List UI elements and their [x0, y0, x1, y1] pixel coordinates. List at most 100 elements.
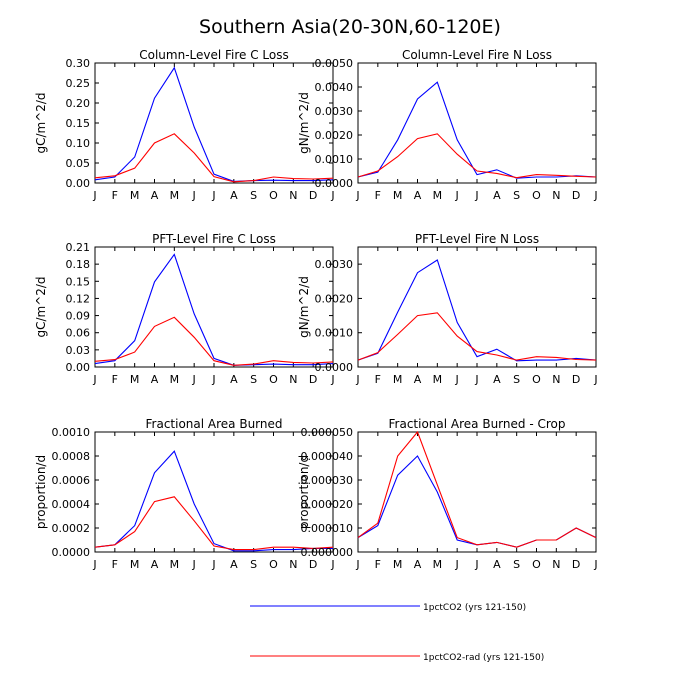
x-tick-label: J	[330, 373, 334, 386]
series-line-1pctco2-rad	[94, 496, 334, 551]
x-tick-label: A	[414, 189, 422, 202]
x-tick-label: J	[192, 558, 196, 571]
y-tick-label: 0.06	[66, 327, 91, 340]
series-line-1pctco2-rad	[94, 133, 334, 183]
y-tick-label: 0.03	[66, 344, 91, 357]
x-tick-label: J	[474, 373, 478, 386]
y-tick-label: 0.10	[66, 137, 91, 150]
y-tick-label: 0.00	[66, 177, 91, 190]
y-tick-label: 0.0002	[52, 522, 91, 535]
y-tick-label: 0.30	[66, 57, 91, 70]
y-tick-label: 0.0010	[315, 153, 354, 166]
plot-frame	[357, 431, 597, 553]
panel-title: PFT-Level Fire C Loss	[152, 232, 276, 246]
y-tick-label: 0.21	[66, 241, 91, 254]
plot-frame	[94, 62, 334, 184]
x-tick-label: A	[230, 189, 238, 202]
y-tick-label: 0.000010	[301, 522, 354, 535]
x-tick-label: N	[552, 189, 560, 202]
x-tick-label: A	[151, 558, 159, 571]
y-axis-label: proportion/d	[34, 455, 48, 529]
x-tick-label: F	[112, 373, 118, 386]
x-tick-label: J	[455, 373, 459, 386]
x-tick-label: J	[355, 373, 359, 386]
panel-title: Column-Level Fire C Loss	[139, 48, 289, 62]
y-tick-label: 0.15	[66, 275, 91, 288]
x-tick-label: J	[330, 558, 334, 571]
x-tick-label: J	[474, 189, 478, 202]
y-axis-label: gN/m^2/d	[297, 276, 311, 338]
x-tick-label: O	[269, 373, 278, 386]
legend-item-1pctco2-rad: 1pctCO2-rad (yrs 121-150)	[250, 653, 544, 663]
x-tick-label: J	[474, 558, 478, 571]
x-tick-label: F	[112, 189, 118, 202]
y-tick-label: 0.15	[66, 117, 91, 130]
y-tick-label: 0.0030	[315, 105, 354, 118]
y-tick-label: 0.000050	[301, 426, 354, 439]
y-tick-label: 0.0008	[52, 450, 91, 463]
x-tick-label: S	[513, 189, 520, 202]
x-tick-label: A	[493, 558, 501, 571]
x-tick-label: A	[151, 189, 159, 202]
x-tick-label: M	[130, 189, 140, 202]
x-tick-label: A	[493, 373, 501, 386]
x-tick-label: F	[112, 558, 118, 571]
x-tick-label: M	[130, 558, 140, 571]
plot-frame	[94, 246, 334, 368]
y-tick-label: 0.09	[66, 310, 91, 323]
legend-label: 1pctCO2 (yrs 121-150)	[423, 603, 526, 613]
x-tick-label: J	[192, 373, 196, 386]
y-tick-label: 0.0000	[315, 361, 354, 374]
series-line-1pctco2	[94, 450, 333, 552]
y-tick-label: 0.0010	[315, 327, 354, 340]
x-tick-label: M	[130, 373, 140, 386]
y-tick-label: 0.00	[66, 361, 91, 374]
x-tick-label: D	[572, 558, 580, 571]
y-tick-label: 0.12	[66, 292, 91, 305]
x-tick-label: F	[375, 189, 381, 202]
series-line-1pctco2	[94, 66, 334, 182]
series-line-1pctco2-rad	[357, 312, 597, 361]
x-tick-label: O	[269, 558, 278, 571]
y-tick-label: 0.0020	[315, 129, 354, 142]
x-tick-label: F	[375, 373, 381, 386]
x-tick-label: N	[289, 373, 297, 386]
x-tick-label: J	[330, 189, 334, 202]
x-tick-label: S	[250, 373, 257, 386]
y-tick-label: 0.0006	[52, 474, 91, 487]
x-tick-label: M	[170, 189, 180, 202]
y-tick-label: 0.20	[66, 97, 91, 110]
x-tick-label: J	[355, 189, 359, 202]
x-tick-label: M	[433, 373, 443, 386]
y-tick-label: 0.0000	[52, 546, 91, 559]
x-tick-label: J	[593, 558, 597, 571]
x-tick-label: D	[572, 189, 580, 202]
y-tick-label: 0.0010	[52, 426, 91, 439]
y-axis-label: gC/m^2/d	[34, 276, 48, 337]
x-tick-label: J	[211, 558, 215, 571]
x-tick-label: M	[170, 558, 180, 571]
y-tick-label: 0.0020	[315, 292, 354, 305]
series-line-1pctco2	[357, 81, 597, 179]
x-tick-label: A	[230, 558, 238, 571]
chart-panel-6: Fractional Area Burned - Crop proportion/…	[297, 417, 598, 571]
x-tick-label: D	[572, 373, 580, 386]
y-tick-label: 0.000030	[301, 474, 354, 487]
x-tick-label: J	[192, 189, 196, 202]
y-tick-label: 0.25	[66, 77, 91, 90]
x-tick-label: A	[230, 373, 238, 386]
y-tick-label: 0.000040	[301, 450, 354, 463]
x-tick-label: J	[92, 558, 96, 571]
x-tick-label: S	[250, 558, 257, 571]
x-tick-label: A	[151, 373, 159, 386]
x-tick-label: A	[414, 558, 422, 571]
x-tick-label: A	[414, 373, 422, 386]
legend: 1pctCO2 (yrs 121-150) 1pctCO2-rad (yrs 12…	[250, 603, 544, 663]
x-tick-label: J	[355, 558, 359, 571]
plot-frame	[357, 246, 597, 368]
legend-item-1pctco2: 1pctCO2 (yrs 121-150)	[250, 603, 526, 613]
